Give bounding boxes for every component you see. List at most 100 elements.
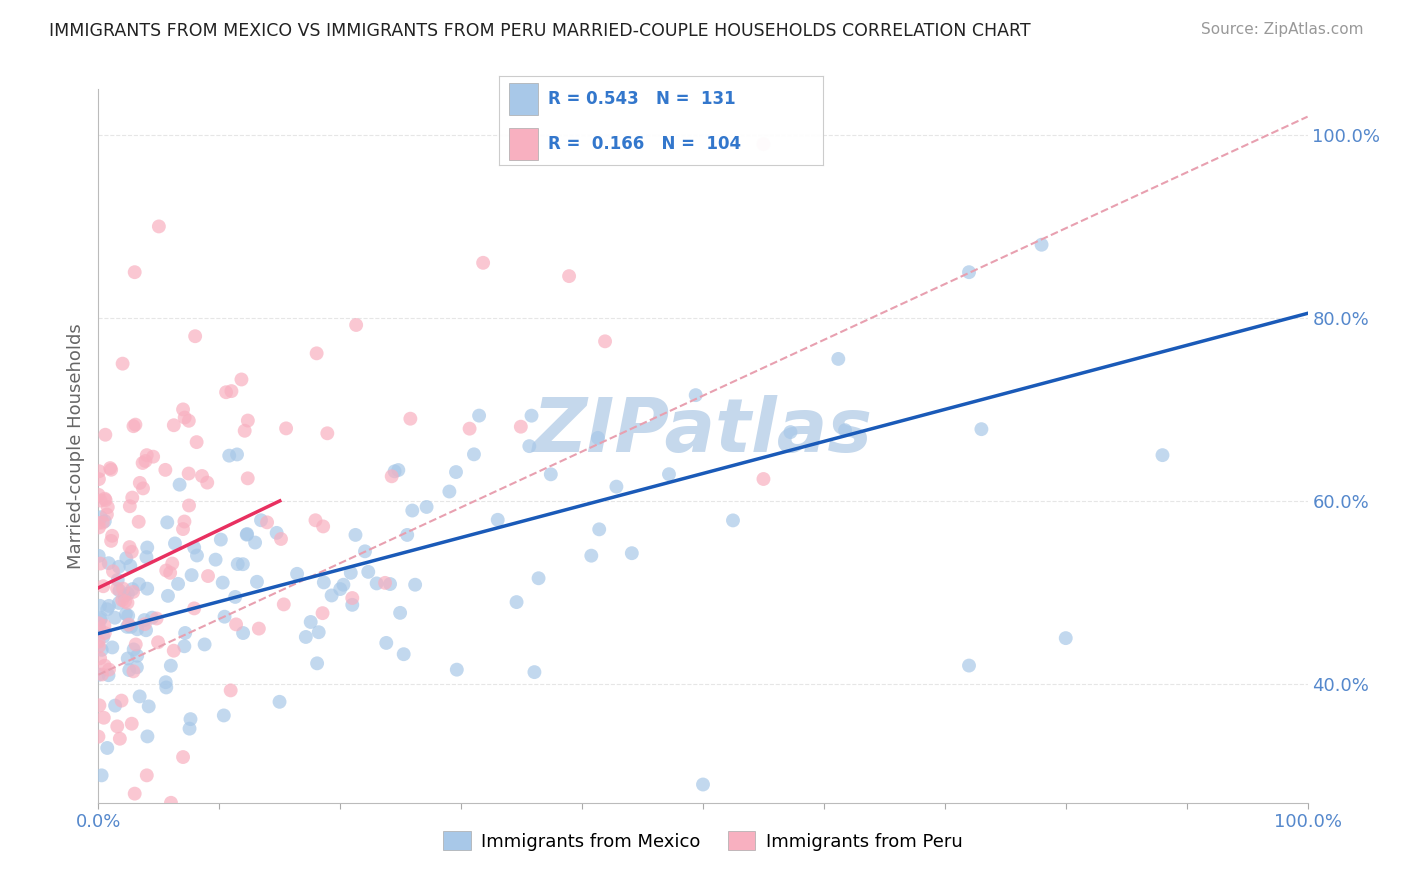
- Point: [110, 693, 132, 707]
- Point: [169, 477, 191, 491]
- Point: [446, 663, 468, 677]
- Point: [399, 411, 422, 425]
- Point: [97, 556, 120, 570]
- Point: [101, 640, 124, 655]
- Point: [1054, 631, 1077, 645]
- Point: [115, 607, 138, 622]
- Point: [105, 582, 128, 596]
- Point: [304, 513, 326, 527]
- Point: [134, 454, 156, 468]
- Point: [274, 421, 297, 435]
- Point: [87, 634, 110, 648]
- Point: [177, 499, 200, 513]
- Point: [439, 484, 461, 499]
- Point: [226, 447, 249, 461]
- Point: [135, 550, 157, 565]
- Point: [957, 658, 980, 673]
- Point: [156, 516, 179, 530]
- Point: [111, 357, 134, 371]
- Point: [273, 598, 295, 612]
- Point: [141, 610, 163, 624]
- Point: [256, 516, 278, 530]
- Point: [117, 608, 139, 623]
- Point: [685, 388, 707, 402]
- Point: [128, 577, 150, 591]
- Point: [195, 475, 218, 490]
- Point: [285, 566, 308, 581]
- Point: [180, 568, 202, 582]
- Point: [124, 787, 146, 801]
- Point: [214, 609, 236, 624]
- Point: [163, 418, 186, 433]
- Point: [94, 491, 117, 506]
- Point: [108, 583, 131, 598]
- Point: [162, 557, 184, 571]
- Point: [605, 480, 627, 494]
- Point: [593, 334, 616, 349]
- Point: [458, 422, 481, 436]
- Point: [117, 651, 139, 665]
- Point: [122, 642, 145, 657]
- Point: [270, 532, 292, 546]
- Point: [128, 475, 150, 490]
- Point: [404, 578, 426, 592]
- Point: [87, 520, 110, 534]
- Point: [517, 439, 540, 453]
- Point: [87, 549, 110, 563]
- Point: [156, 589, 179, 603]
- Point: [186, 549, 208, 563]
- Point: [87, 667, 110, 681]
- Point: [658, 467, 681, 482]
- Point: [344, 318, 367, 332]
- Point: [527, 571, 550, 585]
- Point: [366, 576, 388, 591]
- Point: [339, 566, 361, 580]
- Point: [243, 535, 266, 549]
- Point: [329, 582, 352, 596]
- Point: [90, 643, 112, 657]
- Point: [122, 585, 145, 599]
- Point: [509, 419, 531, 434]
- Point: [486, 513, 509, 527]
- Point: [247, 622, 270, 636]
- Point: [191, 469, 214, 483]
- Point: [101, 529, 124, 543]
- Point: [155, 675, 177, 690]
- Point: [101, 564, 124, 578]
- Point: [381, 469, 404, 483]
- Point: [163, 643, 186, 657]
- Point: [194, 637, 217, 651]
- Point: [105, 719, 128, 733]
- Point: [104, 611, 127, 625]
- Point: [94, 626, 117, 640]
- Point: [121, 491, 143, 505]
- Point: [122, 665, 145, 679]
- Point: [117, 587, 139, 601]
- Point: [114, 589, 136, 603]
- Point: [115, 620, 138, 634]
- Point: [136, 730, 159, 744]
- Point: [415, 500, 437, 514]
- Point: [173, 640, 195, 654]
- Point: [98, 663, 121, 677]
- Y-axis label: Married-couple Households: Married-couple Households: [66, 323, 84, 569]
- Point: [89, 698, 111, 713]
- Point: [232, 626, 254, 640]
- Legend: Immigrants from Mexico, Immigrants from Peru: Immigrants from Mexico, Immigrants from …: [436, 824, 970, 858]
- Point: [155, 463, 177, 477]
- Point: [138, 699, 160, 714]
- Point: [118, 617, 141, 632]
- Point: [211, 575, 233, 590]
- Point: [246, 574, 269, 589]
- Point: [120, 620, 142, 634]
- Point: [97, 668, 120, 682]
- Point: [179, 712, 201, 726]
- Point: [236, 413, 259, 427]
- Point: [209, 533, 232, 547]
- Point: [344, 528, 367, 542]
- Point: [114, 594, 136, 608]
- Point: [120, 558, 142, 573]
- Point: [93, 658, 115, 673]
- Point: [135, 768, 157, 782]
- Point: [779, 425, 801, 439]
